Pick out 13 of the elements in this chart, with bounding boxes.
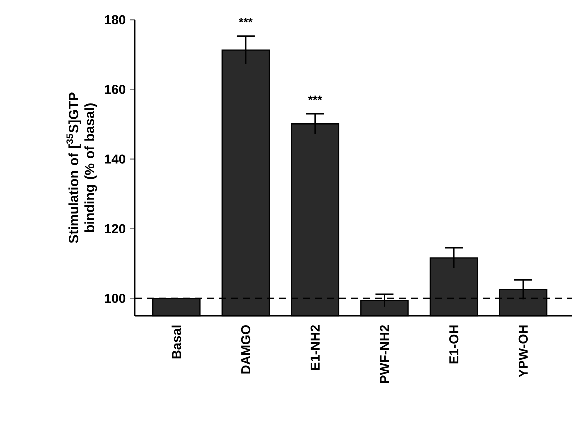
x-tick-label: YPW-OH: [518, 326, 528, 378]
y-tick-label: 100: [105, 294, 126, 304]
x-tick-label: Basal: [172, 326, 182, 359]
annotation: ***: [308, 96, 322, 100]
y-tick-label: 120: [105, 224, 126, 234]
y-tick-label: 180: [105, 15, 126, 25]
x-tick-label: E1-OH: [449, 326, 459, 364]
y-tick-label: 160: [105, 85, 126, 94]
x-tick-label: DAMGO: [241, 325, 251, 374]
y-tick-label: 140: [105, 154, 126, 164]
x-tick-label: PWF-NH2: [380, 325, 390, 384]
annotation: ***: [239, 18, 253, 23]
x-tick-label: E1-NH2: [310, 325, 320, 370]
